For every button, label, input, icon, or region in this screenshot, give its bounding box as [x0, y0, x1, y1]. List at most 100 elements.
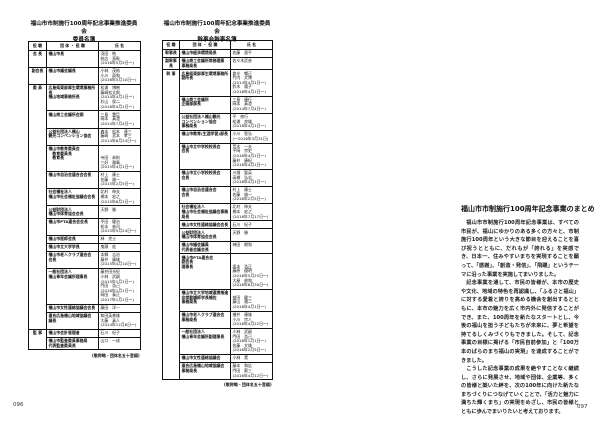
cell-names: 石川 紀子	[230, 220, 273, 230]
header-row: 役 職団 体 ・ 役 職氏 名	[162, 40, 273, 50]
table-row: 連合広島福山地域協議会 事務局長 藤本 和広 門田 龍三 (2016年4月12日～…	[162, 362, 273, 381]
cell-role	[162, 220, 180, 229]
column-header: 団 体 ・ 役 職	[179, 40, 231, 50]
cell-role	[28, 251, 47, 269]
column-header: 氏 名	[230, 40, 273, 50]
cell-role	[28, 218, 47, 236]
cell-role	[162, 241, 180, 254]
cell-org: 福山市立小学校校長会 会長	[179, 168, 231, 188]
summary-title: 福山市市制施行100周年記念事業のまとめ	[461, 205, 595, 213]
cell-names: 北村 伸夫 橋本 宏之 (2015年6月1日～)	[98, 188, 141, 207]
cell-names: 小川 智弘 (～2016年3月31日)	[230, 129, 273, 144]
cell-org: 福山市会計管理者	[46, 328, 99, 338]
table-row: 福山商工会議所 企画部部長 三島 康行 岡本 真澄 (2014年7月4日～)	[162, 95, 273, 114]
cell-org: 福山市自治会連合会会長	[46, 171, 99, 190]
table-row: 福山市医師会長林 克士	[28, 235, 141, 245]
cell-role: 副会長	[28, 66, 47, 86]
table-row: 福山商工会議所会頭 三島 豊臣 岡本 真澄 (2014年7月4日～)	[28, 110, 141, 129]
cell-names: 檜井 康雄 小川 宗人 (2016年4月22日～)	[230, 310, 273, 329]
column-header: 役 職	[162, 40, 180, 50]
cell-org: 公益財団法人 福山市体育協会会長	[179, 228, 231, 242]
cell-names: 小林 茂裕 小川 眞和 (2016年5月10日～)	[98, 66, 141, 86]
cell-role: 幹 事	[162, 69, 180, 97]
table-row: 一般社団法人 福山青年会議所副理事長 小林 武嗣 門田 浩己 (2016年1月1日…	[162, 327, 273, 356]
table-row: 福山市教育委員会 教育委員長 教育長 寺田 恭則 三好 雅章 (2015年4月1…	[28, 144, 141, 173]
table-row: 福山市立大学地域連携推進 非常勤講師学長補佐 事務局長 前田 健三 藤山 雅二 …	[162, 288, 273, 312]
cell-role	[162, 113, 180, 131]
cell-org: 福山市議会議員 代表者会議会長	[179, 240, 231, 255]
cell-names: 鬼頭 宏	[98, 243, 141, 253]
cell-role	[28, 268, 47, 305]
cell-role	[28, 235, 47, 244]
committee-roster-table: 役 職団 体 ・ 役 職氏 名会 長福山市長 羽田 皓 枝広 直幹 (2016年5…	[28, 41, 141, 351]
table-row: 幹事長 福山市経済環境局長 佐藤 昌平	[162, 48, 273, 58]
cell-org: 福山商工会議所 企画部部長	[179, 95, 231, 114]
cell-org: 一般社団法人 福山青年会議所副理事長	[179, 327, 231, 356]
cell-names: 三島 豊臣 岡本 真澄 (2014年7月4日～)	[98, 110, 141, 129]
table-note: (敬称略・団体名五十音順)	[224, 382, 272, 387]
summary-paragraph: こうした記念事業の成果を絶やすことなく継続し、さらに発展させ、地域や団体、企業等…	[461, 366, 579, 416]
cell-role: 会 長	[28, 49, 47, 68]
cell-org: 公益社団法人福山 観光コンベンション協会	[46, 127, 99, 146]
table-row: 福山市老人クラブ連合会 事務局長 檜井 康雄 小川 宗人 (2016年4月22日～…	[162, 310, 273, 329]
cell-role	[28, 312, 47, 330]
page-number: 097	[577, 404, 588, 410]
cell-role	[28, 243, 47, 252]
table-row: 連合広島福山地域協議会 議長 和田英美雄 大藤 真人 (2014年12月6日～)	[28, 311, 141, 330]
cell-names: 天野 勝	[230, 228, 273, 242]
column-header: 氏 名	[98, 41, 141, 51]
cell-org: 福山市経済環境局長	[179, 48, 231, 58]
cell-names: 松浦 博樹 藤崎松太郎 (2014年4月1日～) 杉山 保二 (2016年4月1…	[98, 84, 141, 112]
cell-names: 荒木 一夫 平岡 宗史 (2016年4月1日～) 藤井 康紀 (2016年4月1…	[230, 142, 273, 170]
cell-names: 倉光 暢正 竹内 文博 (2014年4月1日～) 鈴木 陽子 (2016年4月1…	[230, 69, 273, 97]
cell-names: 林 克士	[98, 235, 141, 245]
cell-org: 公益財団法人 福山市体育協会会長	[46, 205, 99, 219]
table-row: 福山市自治会連合会 会長 村上 康士 佐藤 雄一 (2016年2月5日～)	[162, 186, 273, 205]
cell-role	[162, 289, 180, 312]
cell-names: 天野 勝	[98, 205, 141, 219]
secretariat-roster-table: 役 職団 体 ・ 役 職氏 名幹事長 福山市経済環境局長 佐藤 昌平 副幹事長 福山商工…	[162, 40, 273, 381]
cell-org: 福山商工会議所常務理事 事務局長	[179, 56, 231, 71]
cell-names: 佐藤 昌平	[230, 48, 273, 58]
table-row: 社会福祉法人 福山市社会福祉協議会事務局長 北村 伸夫 橋本 宏之 (2016年7…	[162, 203, 273, 222]
cell-org: 連合広島福山地域協議会 事務局長	[179, 362, 231, 381]
cell-role	[162, 253, 180, 290]
cell-org: 一般社団法人 福山青年会議所理事長	[46, 268, 99, 305]
cell-role	[28, 145, 47, 172]
cell-role: 委 員	[28, 84, 47, 111]
cell-org: 福山商工会議所会頭	[46, 110, 99, 129]
cell-role	[28, 110, 47, 129]
cell-role	[28, 205, 47, 219]
cell-org: 福山市監査委員事務局 代表監査委員長	[46, 336, 99, 351]
cell-org: 福山市PTA連合会 副会長 理事長	[179, 253, 231, 290]
table-row: 副幹事長 福山商工会議所常務理事 事務局長 佐々木武彦	[162, 56, 273, 71]
table-row: 公益財団法人 福山市体育協会会長 天野 勝	[28, 205, 141, 219]
cell-names: 前田 健三 藤山 雅二 (2016年4月1日～)	[230, 288, 273, 312]
cell-org: 福山市教育(生涯学習)部長	[179, 129, 231, 144]
cell-names: 北村 伸夫 橋本 宏之 (2016年7月17日～)	[230, 203, 273, 222]
cell-org: 福山市女性連絡協議会	[179, 354, 231, 364]
header-row: 役 職団 体 ・ 役 職氏 名	[28, 41, 141, 51]
cell-org: 福山市老人クラブ連合会 会長	[46, 251, 99, 270]
summary-body: 福山市市制施行100周年記念事業は、すべての市民が、福山にゆかりのある多くの方々…	[461, 219, 579, 417]
cell-role	[28, 188, 47, 206]
cell-org: 連合広島福山地域協議会 議長	[46, 311, 99, 330]
cell-org: 社会福祉法人 福山市社会福祉協議会事務局長	[179, 203, 231, 222]
table-row: 委 員広島県東部厚生環境事務所長 福山地域事務所長 松浦 博樹 藤崎松太郎 (20…	[28, 84, 141, 112]
cell-names: 藤本 和広 門田 龍三 (2016年4月12日～)	[230, 362, 273, 381]
right-page: 福山市市制施行100周年記念事業推進委員会 幹事会幹事名簿 役 職団 体 ・ 役…	[162, 0, 600, 424]
table-row: 公益社団法人福山観光 コンベンション協会 事務局長平 修行 松浦 良雄 (201…	[162, 112, 273, 131]
table-row: 福山市教育(生涯学習)部長 小川 智弘 (～2016年3月31日)	[162, 129, 273, 144]
cell-role	[162, 228, 180, 242]
cell-names: 平 修行 松浦 良雄 (2016年4月1日～)	[230, 112, 273, 131]
cell-role	[162, 143, 180, 170]
table-row: 福山市立中学校校長会 会長 荒木 一夫 平岡 宗史 (2016年4月1日～) 藤井…	[162, 142, 273, 170]
table-row: 福山市PTA連合会 副会長 理事長 坂本 浩正 藤原 優明 (2016年5月25…	[162, 253, 273, 290]
cell-role	[28, 304, 47, 313]
table-row: 公益社団法人福山 観光コンベンション協会 森本 松本 達三 藤崎 宮本 孝三 (2…	[28, 127, 141, 146]
cell-role	[162, 186, 180, 204]
cell-org: 広島県東部厚生環境事務所 副所長	[179, 69, 231, 97]
summary-paragraph: 記念事業を通して、市民の皆様が、本市の歴史や文化、地域の特色を再認識し、「ふるさ…	[461, 280, 579, 364]
cell-role: 副幹事長	[162, 56, 180, 71]
cell-role	[162, 130, 180, 144]
